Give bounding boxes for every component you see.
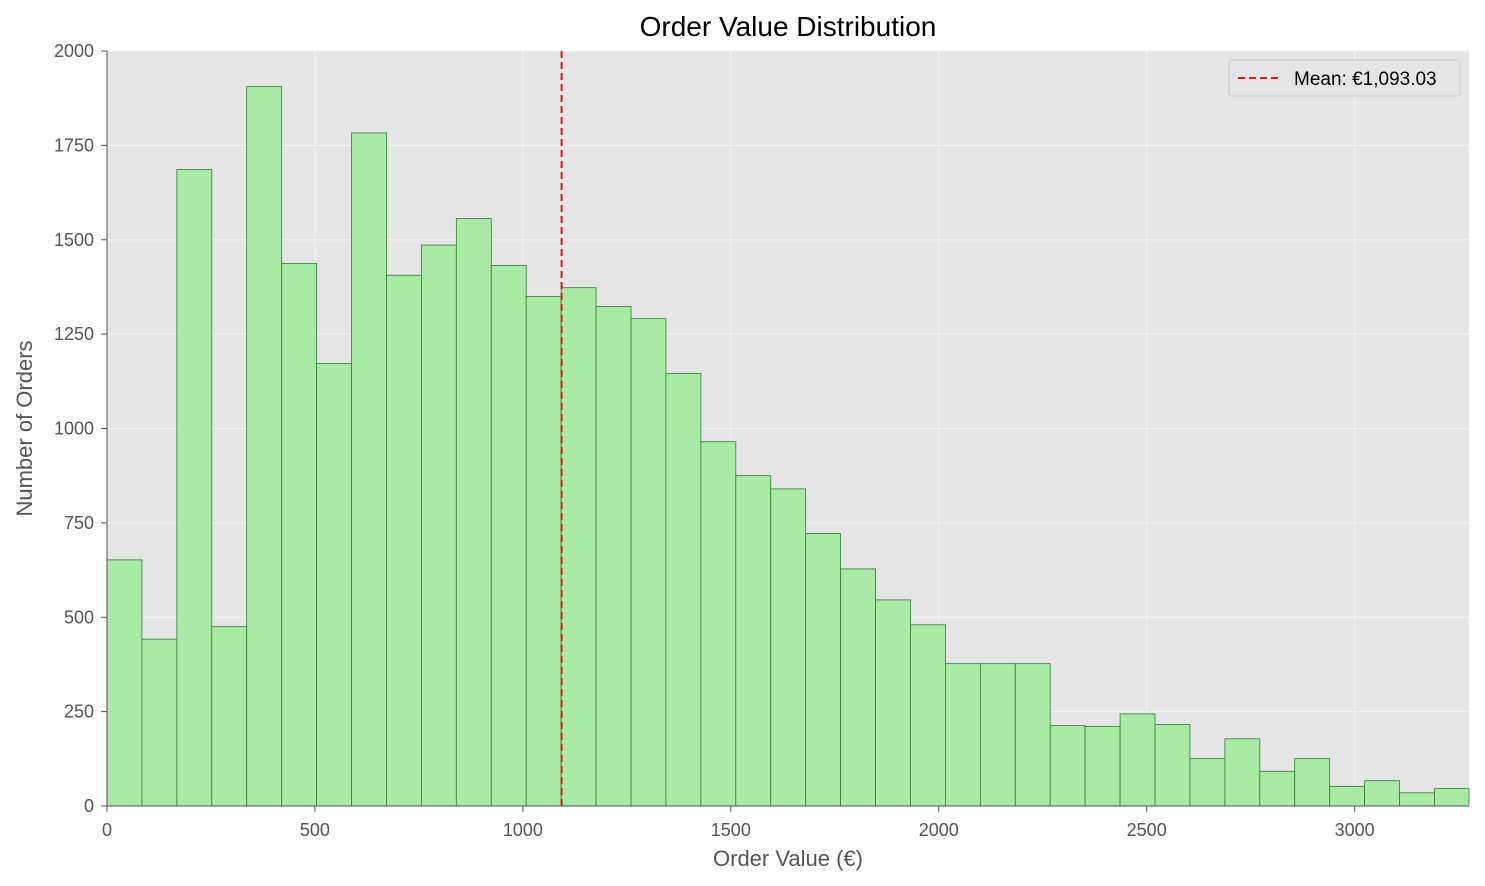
y-tick-label: 250 <box>64 702 94 722</box>
histogram-bar <box>1119 713 1156 807</box>
axes: 0 500 1000 1500 2000 2500 3000 0 250 500 750 1000 12… <box>54 41 1469 840</box>
histogram-bar <box>1294 758 1331 807</box>
histogram-bar <box>1154 724 1191 807</box>
histogram-bar <box>665 372 702 807</box>
chart-title: Order Value Distribution <box>640 11 937 42</box>
histogram-bar <box>1329 785 1366 807</box>
histogram-bar <box>351 132 387 807</box>
histogram-bar <box>141 638 178 807</box>
y-tick-label: 750 <box>64 513 94 533</box>
histogram-bar <box>1014 663 1051 807</box>
histogram-bar <box>770 488 807 807</box>
histogram-bar <box>1434 788 1470 807</box>
histogram-bar <box>106 559 143 807</box>
histogram-bar <box>1049 725 1086 807</box>
histogram-bar <box>910 624 946 807</box>
histogram-bar <box>1364 780 1400 807</box>
histogram-bar <box>281 263 318 807</box>
histogram-bar <box>1399 792 1435 807</box>
y-tick-label: 2000 <box>54 41 94 61</box>
histogram-bar <box>560 287 597 807</box>
histogram-bar <box>735 475 772 807</box>
legend: Mean: €1,093.03 <box>1228 59 1461 97</box>
y-tick-label: 500 <box>64 607 94 627</box>
y-tick-label: 1250 <box>54 324 94 344</box>
histogram-bar <box>595 306 632 807</box>
legend-box <box>1228 59 1461 97</box>
histogram-bar <box>490 265 527 807</box>
histogram-bar <box>455 218 492 807</box>
histogram-bar <box>211 626 248 807</box>
y-tick-label: 1750 <box>54 135 94 155</box>
histogram-bars <box>106 86 1470 807</box>
y-tick-label: 1500 <box>54 230 94 250</box>
histogram-bar <box>700 441 737 807</box>
y-tick-label: 1000 <box>54 419 94 439</box>
histogram-bar <box>176 169 213 807</box>
histogram-bar <box>875 599 911 807</box>
x-tick-label: 0 <box>102 820 112 840</box>
legend-label: Mean: €1,093.03 <box>1294 69 1437 90</box>
histogram-bar <box>525 295 562 807</box>
x-tick-label: 500 <box>300 820 330 840</box>
histogram-bar <box>630 318 667 807</box>
histogram-bar <box>1259 770 1296 807</box>
y-tick-label: 0 <box>84 796 94 816</box>
histogram-bar <box>945 663 981 807</box>
x-tick-label: 2000 <box>919 820 959 840</box>
histogram-bar <box>840 568 876 807</box>
histogram-bar <box>246 86 283 807</box>
histogram-bar <box>421 244 457 807</box>
y-axis-label: Number of Orders <box>12 340 37 516</box>
x-tick-label: 1500 <box>711 820 751 840</box>
histogram-bar <box>1084 725 1121 807</box>
histogram-bar <box>386 274 422 807</box>
histogram-bar <box>316 363 352 807</box>
x-axis-label: Order Value (€) <box>713 846 863 871</box>
histogram-bar <box>1224 738 1261 807</box>
histogram-bar <box>979 663 1016 807</box>
x-tick-label: 3000 <box>1335 820 1375 840</box>
histogram-bar <box>1189 758 1226 807</box>
x-tick-label: 2500 <box>1127 820 1167 840</box>
histogram-bar <box>805 533 842 807</box>
x-tick-label: 1000 <box>503 820 543 840</box>
